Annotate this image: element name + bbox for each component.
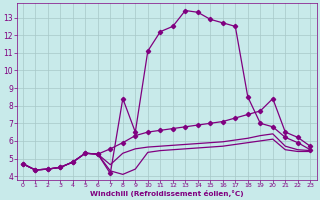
X-axis label: Windchill (Refroidissement éolien,°C): Windchill (Refroidissement éolien,°C): [90, 190, 244, 197]
